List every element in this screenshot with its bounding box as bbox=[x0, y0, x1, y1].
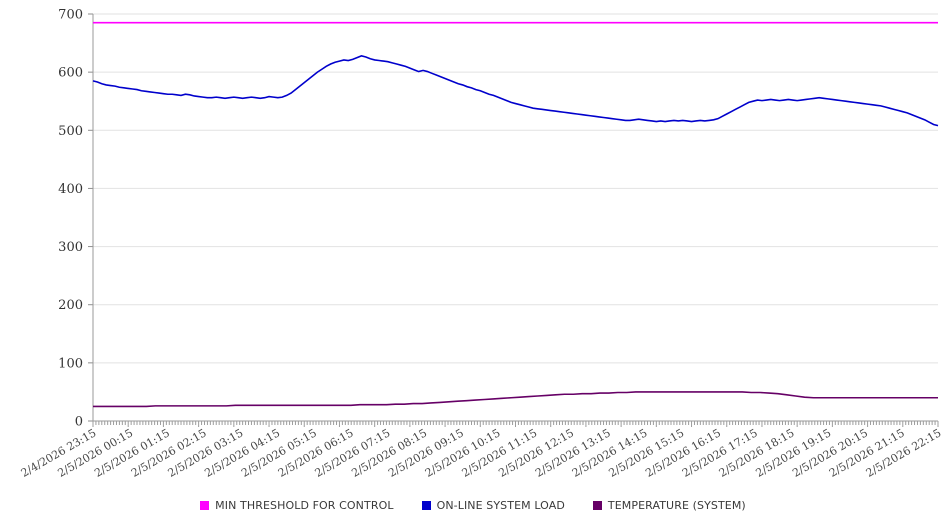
chart-legend: MIN THRESHOLD FOR CONTROL ON-LINE SYSTEM… bbox=[0, 494, 946, 516]
y-axis-tick-label: 600 bbox=[58, 66, 83, 81]
y-axis-tick-label: 100 bbox=[58, 356, 83, 371]
legend-item-min-threshold-for-control[interactable]: MIN THRESHOLD FOR CONTROL bbox=[200, 499, 393, 512]
y-axis-tick-label: 400 bbox=[58, 182, 83, 197]
gridlines bbox=[93, 13, 938, 364]
legend-item-temperature-system[interactable]: TEMPERATURE (SYSTEM) bbox=[592, 498, 746, 512]
y-axis-tick-label: 700 bbox=[58, 8, 83, 23]
series-layer bbox=[92, 21, 939, 408]
y-axis-tick-label: 200 bbox=[58, 298, 83, 313]
legend-swatch-min-threshold-for-control bbox=[200, 500, 210, 510]
y-axis-tick-labels: 0 100 200 300 400 500 600 700 bbox=[58, 8, 83, 430]
legend-label-temperature-system: TEMPERATURE (SYSTEM) bbox=[607, 498, 746, 512]
series-line-on-line-system-load bbox=[92, 55, 939, 127]
legend-label-on-line-system-load: ON-LINE SYSTEM LOAD bbox=[436, 498, 565, 512]
legend-swatch-on-line-system-load bbox=[421, 500, 431, 510]
legend-item-on-line-system-load[interactable]: ON-LINE SYSTEM LOAD bbox=[421, 498, 565, 512]
x-axis-tick-labels: 2/4/2026 23:152/5/2026 00:152/5/2026 01:… bbox=[19, 426, 944, 480]
x-axis-minor-ticks bbox=[92, 421, 939, 427]
line-chart: 0 100 200 300 400 500 600 700 2/4/2026 23:152/5… bbox=[19, 8, 944, 480]
y-axis-tick-label: 0 bbox=[75, 415, 83, 430]
y-axis-tick-label: 300 bbox=[58, 240, 83, 255]
y-axis bbox=[88, 13, 94, 422]
series-line-temperature-system bbox=[93, 391, 938, 408]
legend-swatch-temperature-system bbox=[592, 500, 602, 510]
legend-label-min-threshold-for-control: MIN THRESHOLD FOR CONTROL bbox=[215, 498, 394, 512]
y-axis-tick-label: 500 bbox=[58, 124, 83, 139]
